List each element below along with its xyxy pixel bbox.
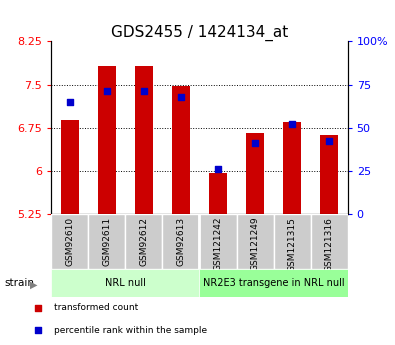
Text: strain: strain (4, 278, 34, 288)
Bar (274, 214, 310, 269)
Text: GSM121249: GSM121249 (250, 217, 260, 271)
Bar (51, 269, 199, 297)
Point (35, 305, 41, 310)
Point (326, 139, 332, 144)
Point (35, 328, 41, 333)
Point (215, 166, 221, 172)
Text: percentile rank within the sample: percentile rank within the sample (54, 326, 207, 335)
Point (178, 94, 184, 99)
Point (289, 121, 295, 127)
Text: GSM92610: GSM92610 (65, 217, 74, 266)
Text: GSM121316: GSM121316 (325, 217, 334, 272)
Bar (135, 66, 153, 214)
Bar (88, 214, 126, 269)
Bar (246, 134, 264, 214)
Point (104, 89, 110, 94)
Text: GSM121242: GSM121242 (213, 217, 222, 271)
Text: ▶: ▶ (30, 280, 37, 289)
Text: transformed count: transformed count (54, 303, 138, 313)
Bar (126, 214, 162, 269)
Bar (320, 135, 339, 214)
Text: NR2E3 transgene in NRL null: NR2E3 transgene in NRL null (203, 278, 344, 288)
Bar (237, 214, 274, 269)
Title: GDS2455 / 1424134_at: GDS2455 / 1424134_at (111, 25, 288, 41)
Point (67, 99, 73, 105)
Bar (162, 214, 199, 269)
Text: NRL null: NRL null (105, 278, 146, 288)
Bar (209, 173, 227, 214)
Bar (199, 269, 348, 297)
Bar (310, 214, 348, 269)
Text: GSM92612: GSM92612 (139, 217, 149, 266)
Point (252, 140, 258, 146)
Bar (172, 86, 190, 214)
Bar (60, 120, 79, 214)
Text: GSM121315: GSM121315 (288, 217, 297, 272)
Bar (199, 214, 237, 269)
Bar (98, 66, 116, 214)
Bar (283, 122, 301, 214)
Point (141, 89, 147, 94)
Bar (51, 214, 88, 269)
Text: GSM92611: GSM92611 (102, 217, 111, 266)
Text: GSM92613: GSM92613 (177, 217, 186, 266)
